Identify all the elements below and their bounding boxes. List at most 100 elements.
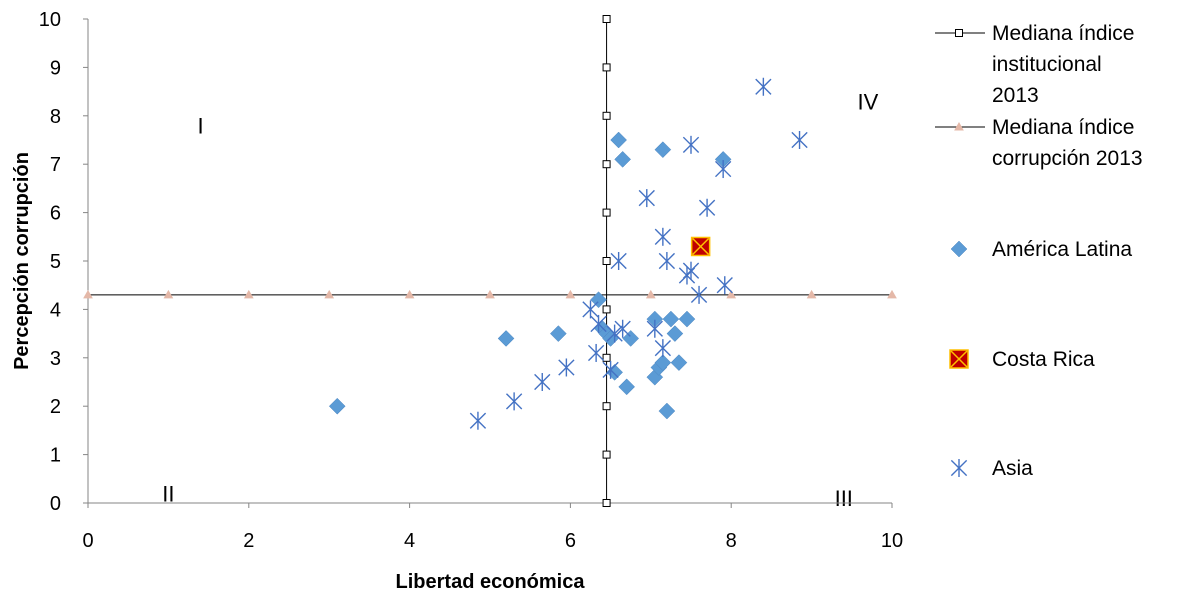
data-point: [549, 325, 567, 342]
data-point: [485, 289, 495, 299]
y-tick-label: 0: [50, 493, 61, 515]
axes: 0 1 2 3 4 5 6 7 8 9 10 0 2 4 6 8 10: [39, 9, 903, 552]
data-point: [602, 499, 611, 507]
y-tick-label: 4: [50, 299, 61, 321]
marker-stroke: [682, 136, 700, 153]
marker-stroke: [610, 252, 627, 270]
data-point: [618, 378, 636, 396]
legend-item: Asia: [950, 457, 1033, 480]
legend-label-line: Mediana índice: [992, 22, 1134, 45]
marker-cross: [692, 237, 710, 256]
marker-stroke: [950, 459, 968, 477]
data-point: [602, 257, 611, 265]
data-point: [324, 289, 335, 299]
data-point: [670, 354, 688, 371]
y-tick-label: 2: [50, 396, 61, 418]
data-point: [698, 198, 716, 217]
data-point: [662, 310, 680, 328]
marker-stroke: [646, 320, 663, 337]
data-point: [682, 261, 700, 280]
y-axis-title: Percepción corrupción: [11, 152, 33, 370]
marker-stroke: [505, 393, 523, 410]
data-point: [654, 354, 672, 371]
data-point: [469, 411, 487, 430]
x-tick-label: 4: [404, 530, 415, 552]
marker-stroke: [716, 277, 733, 294]
legend-label-line: institucional: [992, 53, 1102, 76]
data-point: [404, 289, 415, 299]
legend-item: Costa Rica: [949, 348, 1095, 371]
data-point: [497, 330, 515, 347]
legend-label: América Latina: [992, 238, 1132, 261]
data-point: [602, 305, 611, 314]
data-point: [602, 402, 611, 411]
data-point: [954, 121, 964, 131]
data-point: [666, 325, 684, 342]
legend-item: Mediana índice corrupción 2013: [935, 116, 1143, 170]
marker-stroke: [658, 252, 676, 270]
data-point: [83, 289, 93, 299]
data-point: [610, 131, 627, 149]
legend-label-line: 2013: [992, 84, 1039, 107]
data-point: [534, 373, 551, 391]
quadrant-label: III: [835, 486, 853, 511]
marker-stroke: [582, 301, 599, 318]
data-point: [690, 236, 711, 257]
legend-item: América Latina: [950, 238, 1132, 261]
y-tick-label: 10: [39, 9, 61, 31]
x-tick-label: 8: [726, 530, 737, 552]
legend-label-line: Asia: [992, 457, 1033, 480]
data-point: [755, 77, 772, 96]
data-point: [602, 450, 611, 459]
data-point: [646, 319, 663, 338]
data-point: [602, 63, 611, 72]
legend-label: Mediana índice institucional 2013: [992, 22, 1134, 107]
y-tick-label: 6: [50, 203, 61, 225]
marker-stroke: [606, 325, 623, 342]
x-tick-label: 0: [82, 530, 93, 552]
marker-stroke: [638, 189, 655, 207]
marker-stroke: [558, 359, 575, 376]
data-point: [658, 402, 676, 420]
data-points: [328, 77, 808, 430]
data-point: [606, 324, 623, 343]
data-point: [328, 397, 346, 415]
data-point: [638, 189, 655, 208]
data-point: [955, 29, 963, 37]
marker-stroke: [755, 78, 772, 95]
legend-item: Mediana índice institucional 2013: [935, 22, 1134, 107]
data-point: [614, 319, 631, 338]
data-point: [602, 353, 611, 362]
data-point: [950, 459, 968, 477]
legend-label-line: América Latina: [992, 238, 1132, 261]
data-point: [715, 160, 732, 179]
data-point: [726, 289, 737, 299]
data-point: [590, 291, 607, 309]
y-tick-label: 3: [50, 348, 61, 370]
legend-label-line: Costa Rica: [992, 348, 1095, 371]
marker-stroke: [715, 160, 732, 178]
data-point: [565, 289, 576, 299]
legend-label-line: Mediana índice: [992, 116, 1134, 139]
data-point: [590, 314, 607, 333]
data-point: [602, 208, 611, 217]
marker-stroke: [698, 199, 716, 216]
y-tick-label: 9: [50, 57, 61, 79]
marker-stroke: [654, 339, 672, 357]
marker-cross: [950, 350, 968, 368]
marker-stroke: [690, 286, 708, 304]
y-tick-label: 7: [50, 154, 61, 176]
legend-label: Mediana índice corrupción 2013: [992, 116, 1143, 170]
data-point: [610, 252, 627, 270]
marker-stroke: [534, 373, 551, 391]
x-tick-label: 6: [565, 530, 576, 552]
y-tick-label: 8: [50, 106, 61, 128]
marker-stroke: [791, 131, 808, 149]
quadrant-label: IV: [857, 89, 878, 114]
data-point: [602, 15, 611, 23]
marker-stroke: [654, 228, 672, 245]
data-point: [716, 276, 733, 295]
marker-stroke: [614, 320, 631, 337]
